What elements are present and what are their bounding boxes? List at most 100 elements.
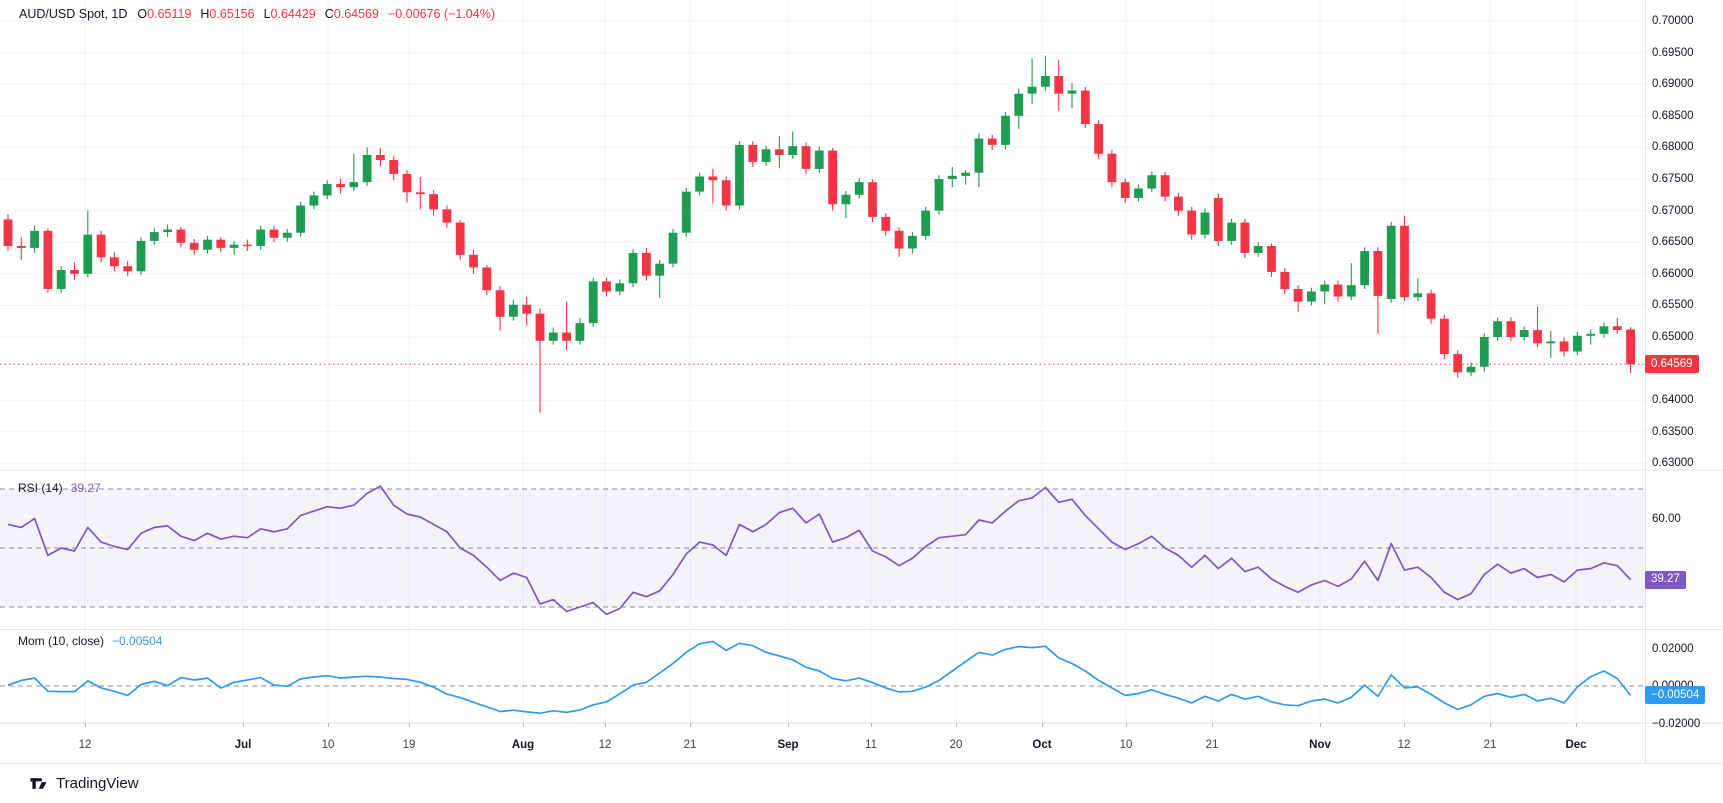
candle-body — [548, 332, 558, 341]
candle-body — [1253, 245, 1263, 253]
candle-body — [123, 266, 133, 272]
candle-body — [110, 257, 119, 267]
time-axis-tick — [1576, 723, 1577, 727]
candle-body — [56, 270, 66, 289]
price-axis-label: 0.66000 — [1652, 267, 1694, 280]
candle-body — [336, 184, 345, 188]
mom-current-value: −0.00504 — [112, 634, 163, 648]
time-axis-tick — [1042, 723, 1043, 727]
candle-body — [775, 149, 784, 155]
time-axis-tick — [1404, 723, 1405, 727]
mom-label-text: Mom (10, close) — [18, 634, 105, 648]
chart-legend: AUD/USD Spot, 1D O0.65119 H0.65156 L0.64429… — [19, 7, 495, 21]
candle-body — [681, 191, 691, 233]
candle-body — [535, 313, 545, 341]
candle-body — [814, 150, 824, 169]
candle-body — [748, 144, 758, 162]
time-axis-tick — [328, 723, 329, 727]
candle-body — [987, 138, 997, 145]
time-axis-label: 10 — [1119, 739, 1133, 751]
time-axis-tick — [871, 723, 872, 727]
time-axis-tick — [1490, 723, 1491, 727]
candle-body — [83, 234, 93, 274]
time-axis-tick — [243, 723, 244, 727]
time-axis-tick — [690, 723, 691, 727]
candle-body — [947, 175, 957, 179]
time-axis-tick — [1126, 723, 1127, 727]
candle-body — [415, 192, 425, 195]
tradingview-logo-icon[interactable] — [29, 774, 48, 793]
candle-body — [1147, 175, 1157, 189]
candle-body — [1027, 86, 1037, 94]
candle-body — [1120, 182, 1130, 198]
candle-body — [562, 332, 571, 341]
price-axis-label: 0.70000 — [1652, 15, 1694, 27]
candle-body — [1014, 93, 1024, 116]
ohlc-h-value: H0.65156 — [200, 7, 255, 21]
candle-body — [349, 182, 359, 188]
candle-body — [70, 270, 79, 274]
time-axis-tick — [1320, 723, 1321, 727]
tradingview-brand-text[interactable]: TradingView — [56, 775, 139, 792]
candle-body — [495, 290, 505, 317]
candle-body — [1333, 284, 1343, 297]
candle-body — [1413, 293, 1423, 298]
candle-body — [1546, 341, 1556, 344]
candle-body — [894, 230, 904, 249]
time-axis[interactable]: 12 Jul 10 19 Aug 12 21 Sep 11 20 Oct 10 21 Nov 12 21 Dec — [0, 723, 1645, 763]
price-axis-label: 0.68000 — [1652, 141, 1694, 154]
candle-body — [1174, 196, 1183, 211]
time-axis-label: 21 — [683, 739, 697, 751]
candle-body — [3, 219, 13, 246]
candle-body — [1107, 153, 1117, 183]
candle-body — [575, 323, 585, 341]
candle-body — [721, 180, 731, 206]
rsi-line — [7, 485, 1632, 616]
candle-body — [96, 234, 106, 258]
candle-body — [788, 146, 798, 155]
candle-body — [1001, 115, 1010, 145]
candle-body — [655, 263, 665, 276]
time-axis-label: Dec — [1565, 739, 1587, 751]
candle-body — [974, 138, 984, 173]
candle-body — [1320, 284, 1330, 292]
price-axis-label: 0.69500 — [1652, 46, 1694, 59]
time-axis-label: 12 — [1397, 739, 1411, 751]
candle-body — [309, 195, 319, 206]
candle-body — [642, 252, 651, 276]
candle-body — [1200, 212, 1210, 235]
time-axis-label: Jul — [234, 739, 252, 751]
rsi-label-text: RSI (14) — [18, 481, 63, 495]
ohlc-o-value: O0.65119 — [137, 7, 192, 21]
time-axis-label: 12 — [598, 739, 612, 751]
candle-body — [961, 172, 970, 176]
candle-body — [1360, 251, 1369, 286]
mom-line — [7, 640, 1632, 715]
candle-body — [1426, 293, 1436, 319]
price-axis-label: 0.66500 — [1652, 236, 1694, 249]
candle-body — [868, 182, 877, 217]
candle-body — [1626, 329, 1635, 365]
candle-body — [482, 267, 492, 291]
candle-body — [841, 194, 851, 205]
candle-body — [1240, 222, 1250, 253]
candle-body — [668, 232, 678, 264]
candle-body — [801, 146, 811, 169]
candle-body — [1599, 326, 1609, 334]
candle-body — [256, 229, 266, 246]
candle-body — [1573, 335, 1582, 352]
candle-body — [322, 184, 332, 196]
candle-body — [1373, 251, 1383, 296]
candle-body — [30, 230, 39, 248]
candle-body — [442, 209, 452, 223]
price-axis-label: 0.67500 — [1652, 173, 1694, 185]
mom-value-badge: −0.00504 — [1645, 686, 1706, 705]
ohlc-c-value: C0.64569 — [324, 7, 379, 21]
candle-body — [282, 232, 292, 238]
candle-body — [1094, 124, 1103, 154]
candle-body — [1453, 354, 1463, 373]
candle-body — [203, 239, 212, 250]
candle-body — [934, 179, 944, 211]
time-axis-tick — [1212, 723, 1213, 727]
